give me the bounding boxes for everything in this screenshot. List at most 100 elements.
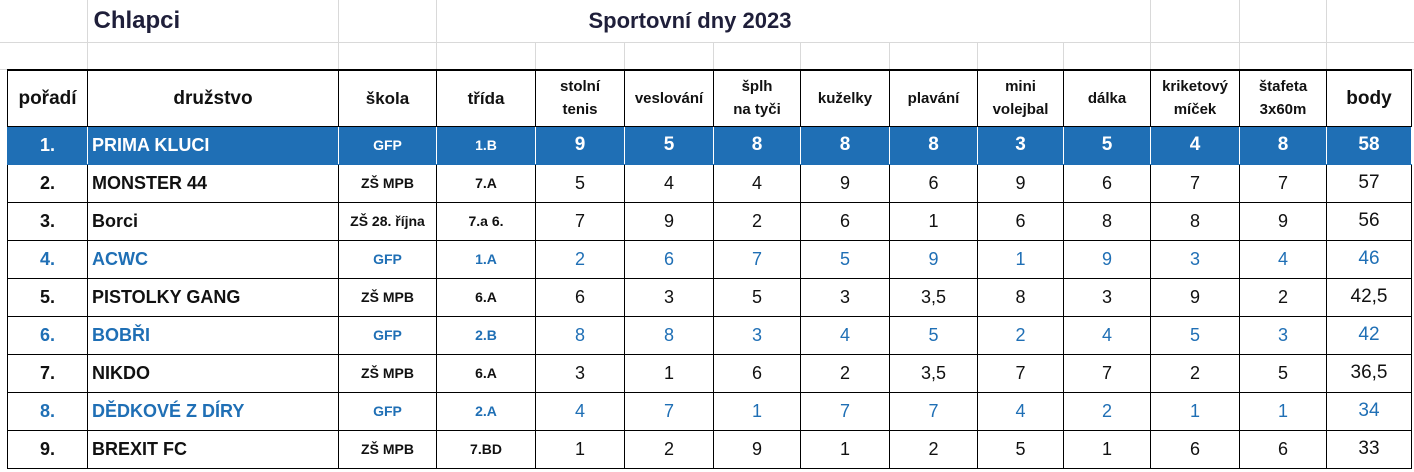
score-cell[interactable]: 4: [1150, 125, 1240, 165]
score-cell[interactable]: 9: [977, 163, 1064, 203]
header-discipline-7[interactable]: dálka: [1063, 69, 1151, 127]
score-cell[interactable]: 4: [800, 315, 890, 355]
team-cell[interactable]: BOBŘI: [87, 315, 339, 355]
score-cell[interactable]: 4: [535, 391, 625, 431]
header-discipline-5[interactable]: plavání: [889, 69, 978, 127]
score-cell[interactable]: 3: [535, 353, 625, 393]
rank-cell[interactable]: 7.: [7, 353, 88, 393]
score-cell[interactable]: 7: [1239, 163, 1327, 203]
team-cell[interactable]: DĚDKOVÉ Z DÍRY: [87, 391, 339, 431]
score-cell[interactable]: 6: [713, 353, 801, 393]
score-cell[interactable]: 2: [1063, 391, 1151, 431]
score-cell[interactable]: 9: [1150, 277, 1240, 317]
rank-cell[interactable]: 6.: [7, 315, 88, 355]
score-cell[interactable]: 1: [1150, 391, 1240, 431]
score-cell[interactable]: 7: [1063, 353, 1151, 393]
score-cell[interactable]: 7: [1150, 163, 1240, 203]
score-cell[interactable]: 3: [1150, 239, 1240, 279]
score-cell[interactable]: 6: [535, 277, 625, 317]
score-cell[interactable]: 9: [1063, 239, 1151, 279]
rank-cell[interactable]: 8.: [7, 391, 88, 431]
school-cell[interactable]: GFP: [338, 239, 437, 279]
score-cell[interactable]: 3: [1239, 315, 1327, 355]
score-cell[interactable]: 5: [535, 163, 625, 203]
class-cell[interactable]: 1.A: [436, 239, 536, 279]
header-discipline-3[interactable]: šplh na tyči: [713, 69, 801, 127]
score-cell[interactable]: 1: [977, 239, 1064, 279]
score-cell[interactable]: 1: [713, 391, 801, 431]
school-cell[interactable]: ZŠ 28. října: [338, 201, 437, 241]
class-cell[interactable]: 7.A: [436, 163, 536, 203]
rank-cell[interactable]: 2.: [7, 163, 88, 203]
score-cell[interactable]: 3: [624, 277, 714, 317]
score-cell[interactable]: 3: [1063, 277, 1151, 317]
score-cell[interactable]: 6: [1150, 429, 1240, 469]
score-cell[interactable]: 1: [535, 429, 625, 469]
school-cell[interactable]: GFP: [338, 315, 437, 355]
points-cell[interactable]: 56: [1326, 201, 1412, 241]
points-cell[interactable]: 57: [1326, 163, 1412, 203]
class-cell[interactable]: 6.A: [436, 353, 536, 393]
score-cell[interactable]: 5: [889, 315, 978, 355]
score-cell[interactable]: 5: [713, 277, 801, 317]
class-cell[interactable]: 1.B: [436, 125, 536, 165]
school-cell[interactable]: ZŠ MPB: [338, 277, 437, 317]
score-cell[interactable]: 6: [800, 201, 890, 241]
score-cell[interactable]: 3: [713, 315, 801, 355]
team-cell[interactable]: Borci: [87, 201, 339, 241]
class-cell[interactable]: 2.B: [436, 315, 536, 355]
score-cell[interactable]: 1: [1063, 429, 1151, 469]
class-cell[interactable]: 7.BD: [436, 429, 536, 469]
score-cell[interactable]: 7: [713, 239, 801, 279]
class-cell[interactable]: 6.A: [436, 277, 536, 317]
score-cell[interactable]: 7: [889, 391, 978, 431]
score-cell[interactable]: 4: [1063, 315, 1151, 355]
score-cell[interactable]: 3: [800, 277, 890, 317]
team-cell[interactable]: BREXIT FC: [87, 429, 339, 469]
class-cell[interactable]: 7.a 6.: [436, 201, 536, 241]
score-cell[interactable]: 4: [977, 391, 1064, 431]
rank-cell[interactable]: 9.: [7, 429, 88, 469]
team-cell[interactable]: PRIMA KLUCI: [87, 125, 339, 165]
header-team[interactable]: družstvo: [87, 69, 339, 127]
points-cell[interactable]: 36,5: [1326, 353, 1412, 393]
score-cell[interactable]: 5: [1063, 125, 1151, 165]
team-cell[interactable]: ACWC: [87, 239, 339, 279]
header-discipline-9[interactable]: štafeta 3x60m: [1239, 69, 1327, 127]
cell[interactable]: [0, 0, 88, 43]
score-cell[interactable]: 2: [713, 201, 801, 241]
school-cell[interactable]: ZŠ MPB: [338, 429, 437, 469]
team-cell[interactable]: PISTOLKY GANG: [87, 277, 339, 317]
cell[interactable]: [1326, 0, 1414, 43]
score-cell[interactable]: 5: [977, 429, 1064, 469]
score-cell[interactable]: 9: [800, 163, 890, 203]
score-cell[interactable]: 9: [535, 125, 625, 165]
points-cell[interactable]: 58: [1326, 125, 1412, 165]
score-cell[interactable]: 1: [800, 429, 890, 469]
score-cell[interactable]: 1: [1239, 391, 1327, 431]
cell[interactable]: [338, 0, 437, 43]
header-discipline-2[interactable]: veslování: [624, 69, 714, 127]
score-cell[interactable]: 8: [800, 125, 890, 165]
cell[interactable]: [1150, 0, 1240, 43]
header-discipline-4[interactable]: kuželky: [800, 69, 890, 127]
sheet-title-left[interactable]: Chlapci: [87, 0, 339, 43]
score-cell[interactable]: 2: [800, 353, 890, 393]
class-cell[interactable]: 2.A: [436, 391, 536, 431]
score-cell[interactable]: 2: [1239, 277, 1327, 317]
rank-cell[interactable]: 5.: [7, 277, 88, 317]
school-cell[interactable]: ZŠ MPB: [338, 163, 437, 203]
score-cell[interactable]: 2: [535, 239, 625, 279]
score-cell[interactable]: 2: [889, 429, 978, 469]
score-cell[interactable]: 5: [624, 125, 714, 165]
score-cell[interactable]: 8: [713, 125, 801, 165]
score-cell[interactable]: 8: [535, 315, 625, 355]
score-cell[interactable]: 6: [977, 201, 1064, 241]
score-cell[interactable]: 1: [624, 353, 714, 393]
cell[interactable]: [1239, 0, 1327, 43]
score-cell[interactable]: 6: [889, 163, 978, 203]
school-cell[interactable]: ZŠ MPB: [338, 353, 437, 393]
sheet-title-center[interactable]: Sportovní dny 2023: [436, 0, 1151, 43]
header-rank[interactable]: pořadí: [7, 69, 88, 127]
score-cell[interactable]: 7: [624, 391, 714, 431]
